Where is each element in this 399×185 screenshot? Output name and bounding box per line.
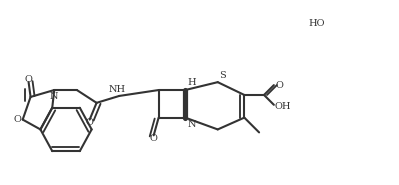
Text: N: N — [187, 120, 196, 129]
Text: HO: HO — [308, 18, 325, 28]
Text: OH: OH — [275, 102, 291, 111]
Text: O: O — [150, 134, 158, 143]
Text: N: N — [50, 92, 59, 101]
Text: H: H — [187, 78, 196, 87]
Text: S: S — [219, 71, 225, 80]
Text: O: O — [86, 118, 94, 127]
Text: O: O — [25, 75, 33, 84]
Text: O: O — [14, 115, 22, 124]
Text: O: O — [276, 81, 284, 90]
Text: NH: NH — [109, 85, 126, 94]
